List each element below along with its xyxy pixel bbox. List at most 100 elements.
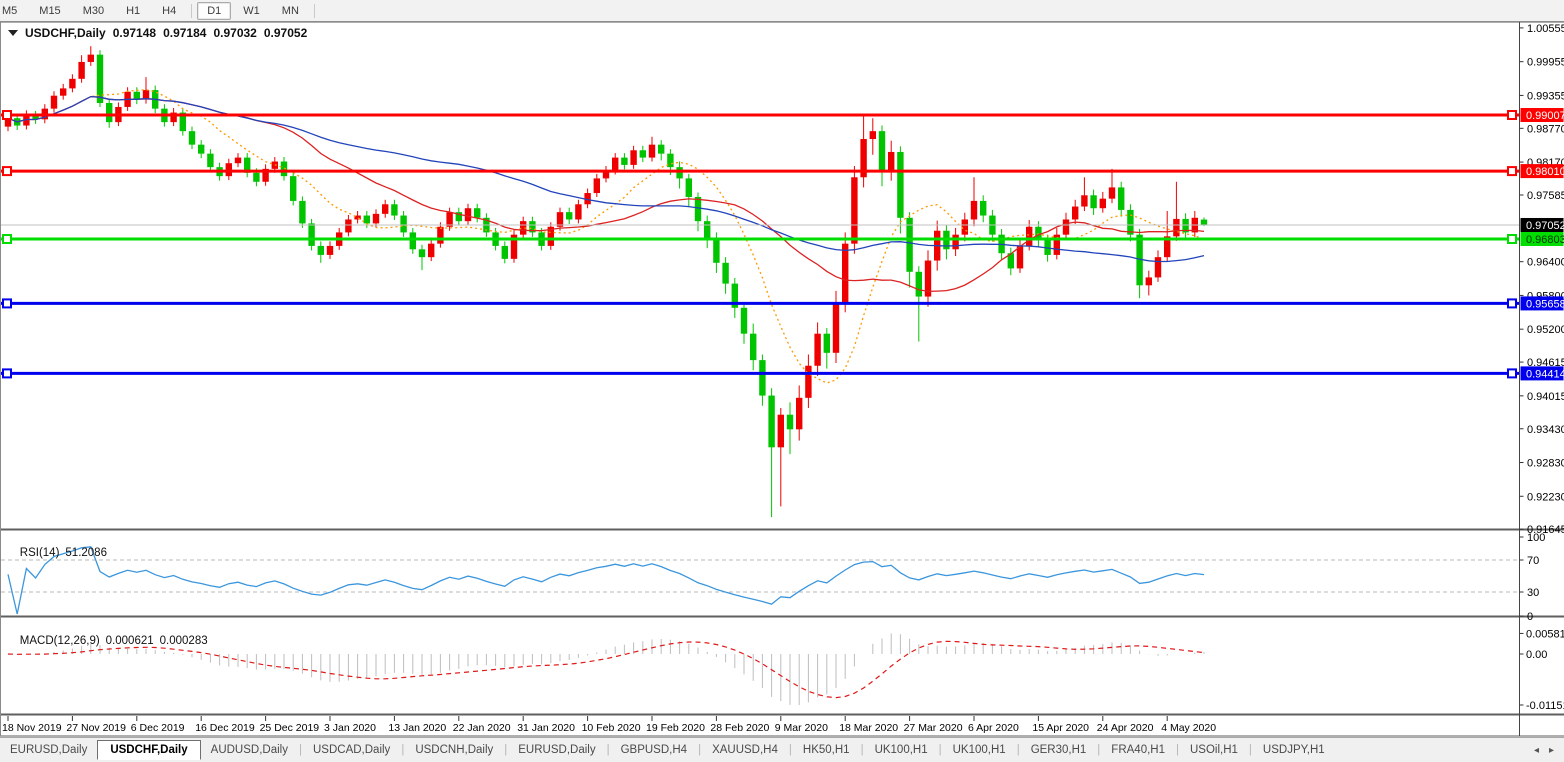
chart-tab-gbpusd-h4[interactable]: GBPUSD,H4 bbox=[620, 744, 688, 756]
line-handle-marker[interactable] bbox=[2, 233, 12, 244]
line-handle-marker[interactable] bbox=[1507, 166, 1517, 177]
chart-tab-ger30-h1[interactable]: GER30,H1 bbox=[1030, 744, 1087, 756]
chart-tab-audusd-daily[interactable]: AUDUSD,Daily bbox=[210, 744, 288, 756]
candle-body bbox=[280, 161, 288, 177]
timeframe-button-m5[interactable]: M5 bbox=[2, 4, 18, 17]
timeframe-button-d1[interactable]: D1 bbox=[197, 1, 232, 20]
candle-body bbox=[474, 208, 481, 218]
candle-body bbox=[69, 78, 76, 89]
candle-body bbox=[345, 219, 352, 233]
candle-body bbox=[897, 151, 904, 218]
price-pane[interactable] bbox=[4, 46, 1208, 518]
line-handle-marker[interactable] bbox=[1507, 298, 1517, 309]
chevron-down-icon bbox=[8, 30, 18, 36]
tab-separator: | bbox=[504, 744, 508, 756]
candle-body bbox=[1072, 206, 1079, 220]
candle-body bbox=[317, 245, 324, 255]
price-axis-label: 1.00555 bbox=[1527, 23, 1564, 35]
price-axis-label: 0.92230 bbox=[1527, 491, 1564, 503]
date-axis-label: 4 May 2020 bbox=[1161, 722, 1216, 734]
date-axis-label: 31 Jan 2020 bbox=[517, 722, 575, 734]
tab-separator: | bbox=[1248, 744, 1252, 756]
candle-body bbox=[1016, 245, 1024, 269]
chart-tab-usdchf-daily[interactable]: USDCHF,Daily bbox=[97, 739, 201, 760]
candle-body bbox=[602, 170, 610, 179]
price-axis-label: 0.93430 bbox=[1527, 424, 1564, 436]
chart-tab-xauusd-h4[interactable]: XAUUSD,H4 bbox=[712, 744, 778, 756]
candle-body bbox=[170, 112, 177, 123]
chart-tab-hk50-h1[interactable]: HK50,H1 bbox=[802, 744, 850, 756]
candle-body bbox=[1062, 219, 1070, 235]
candle-body bbox=[980, 200, 987, 216]
chart-tab-usdcad-daily[interactable]: USDCAD,Daily bbox=[312, 744, 391, 756]
chart-tab-uk100-h1[interactable]: UK100,H1 bbox=[874, 744, 928, 756]
candle-body bbox=[96, 54, 104, 104]
line-handle-marker[interactable] bbox=[1507, 233, 1517, 244]
line-handle-marker[interactable] bbox=[2, 110, 12, 120]
chart-tab-usdjpy-h1[interactable]: USDJPY,H1 bbox=[1262, 744, 1325, 756]
level-price-badge-text: 0.98010 bbox=[1526, 166, 1564, 178]
timeframe-button-m15[interactable]: M15 bbox=[39, 4, 61, 17]
chart-tab-usdcnh-daily[interactable]: USDCNH,Daily bbox=[415, 744, 494, 756]
price-axis-label: 0.96400 bbox=[1527, 257, 1564, 269]
candle-body bbox=[685, 178, 692, 197]
candle-body bbox=[32, 114, 39, 120]
candle-body bbox=[87, 54, 94, 62]
ohlc-high: 0.97184 bbox=[163, 26, 207, 40]
candle-body bbox=[354, 215, 361, 220]
candle-body bbox=[630, 150, 637, 165]
rsi-value: 51.2086 bbox=[65, 547, 107, 559]
scroll-right-button[interactable]: ▸ bbox=[1548, 744, 1554, 756]
chart-background bbox=[0, 22, 1564, 762]
candle-body bbox=[234, 157, 242, 164]
level-price-badge-text: 0.99007 bbox=[1526, 110, 1564, 122]
timeframe-button-m30[interactable]: M30 bbox=[82, 4, 105, 17]
candle-body bbox=[1099, 198, 1106, 209]
line-handle-marker[interactable] bbox=[1507, 110, 1517, 120]
timeframe-button-h1[interactable]: H1 bbox=[126, 4, 141, 17]
candle-body bbox=[648, 144, 656, 158]
candle-body bbox=[547, 226, 554, 246]
candle-body bbox=[1026, 226, 1033, 246]
level-price-badge-text: 0.95658 bbox=[1526, 298, 1564, 310]
line-handle-marker[interactable] bbox=[2, 368, 12, 379]
candle-body bbox=[290, 176, 297, 201]
timeframe-button-w1[interactable]: W1 bbox=[243, 4, 260, 17]
candle-body bbox=[823, 333, 830, 353]
line-handle-marker[interactable] bbox=[2, 166, 12, 177]
date-axis-label: 19 Feb 2020 bbox=[646, 722, 705, 734]
candle-body bbox=[575, 204, 582, 220]
tab-separator: | bbox=[1097, 744, 1101, 756]
candle-body bbox=[961, 219, 968, 235]
timeframe-button-mn[interactable]: MN bbox=[281, 4, 299, 17]
date-axis-label: 13 Jan 2020 bbox=[388, 722, 446, 734]
rsi-axis-label: 0 bbox=[1527, 611, 1533, 623]
price-axis-label: 0.99355 bbox=[1527, 90, 1564, 102]
candle-body bbox=[814, 333, 821, 366]
candle-body bbox=[1200, 219, 1208, 225]
chart-tab-usoil-h1[interactable]: USOil,H1 bbox=[1189, 744, 1238, 756]
date-axis-label: 18 Mar 2020 bbox=[839, 722, 898, 734]
level-price-badge-text: 0.94414 bbox=[1526, 368, 1564, 380]
candle-body bbox=[409, 232, 416, 250]
price-axis-label: 0.95200 bbox=[1527, 324, 1564, 336]
scroll-left-button[interactable]: ◂ bbox=[1533, 744, 1539, 756]
chart-tabs: EURUSD,Daily USDCHF,Daily AUDUSD,Daily | USD… bbox=[0, 737, 1564, 762]
chart-tab-uk100-h1[interactable]: UK100,H1 bbox=[952, 744, 1006, 756]
line-handle-marker[interactable] bbox=[2, 298, 12, 309]
tab-separator: | bbox=[298, 744, 302, 756]
timeframe-button-h4[interactable]: H4 bbox=[162, 4, 177, 17]
chart-tab-eurusd-daily[interactable]: EURUSD,Daily bbox=[518, 744, 596, 756]
macd-signal-value: 0.000283 bbox=[159, 635, 208, 647]
macd-axis-max-label: 0.005818 bbox=[1526, 628, 1564, 640]
date-axis-label: 6 Dec 2019 bbox=[131, 722, 185, 734]
candle-body bbox=[842, 243, 849, 303]
line-handle-marker[interactable] bbox=[1507, 368, 1517, 379]
chart-tab-eurusd-daily[interactable]: EURUSD,Daily bbox=[10, 744, 88, 756]
candle-body bbox=[1145, 277, 1152, 286]
chart-tab-fra40-h1[interactable]: FRA40,H1 bbox=[1111, 744, 1165, 756]
candle-body bbox=[777, 414, 784, 448]
candle-body bbox=[382, 204, 389, 214]
date-axis-label: 6 Apr 2020 bbox=[968, 722, 1019, 734]
